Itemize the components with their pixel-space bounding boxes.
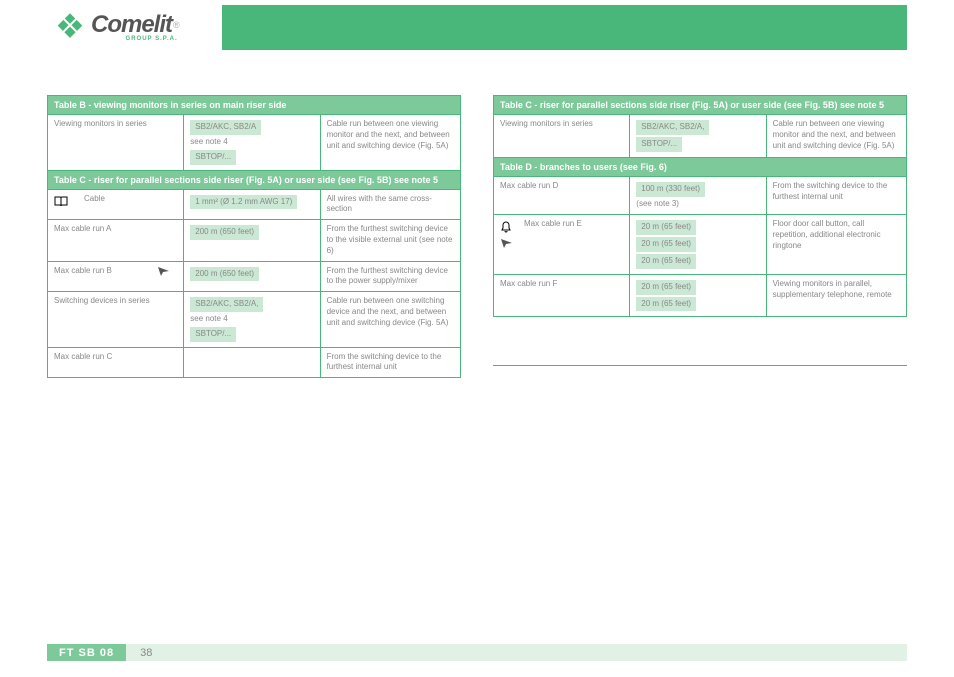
content: Table B - viewing monitors in series on … <box>47 95 907 637</box>
value-pill: 100 m (330 feet) <box>636 182 705 197</box>
footer-code: FT SB 08 <box>47 644 126 661</box>
section-head: Table C - riser for parallel sections si… <box>48 170 461 189</box>
row-value: 100 m (330 feet) (see note 3) <box>630 176 766 215</box>
row-label: Max cable run D <box>494 176 630 215</box>
value-extra: see note 4 <box>190 137 313 148</box>
cursor-icon <box>500 238 514 250</box>
page-number: 38 <box>126 647 152 659</box>
row-label: Viewing monitors in series <box>48 115 184 170</box>
table-row: Max cable run C From the switching devic… <box>48 347 461 378</box>
value-pill: SB2/AKC, SB2/A, <box>636 120 709 135</box>
logo-word: Comelit <box>91 11 172 38</box>
footer: FT SB 08 38 <box>47 644 907 661</box>
row-value: SB2/AKC, SB2/A, see note 4 SBTOP/... <box>184 292 320 347</box>
note-icon <box>54 194 78 208</box>
row-value: SB2/AKC, SB2/A see note 4 SBTOP/... <box>184 115 320 170</box>
icon-group <box>500 219 524 250</box>
logo-mark-icon <box>53 11 87 45</box>
value-pill: SB2/AKC, SB2/A <box>190 120 261 135</box>
table-row: Max cable run E 20 m (65 feet) 20 m (65 … <box>494 215 907 274</box>
left-column: Table B - viewing monitors in series on … <box>47 95 461 637</box>
value-extra: (see note 3) <box>636 199 759 210</box>
row-value: 20 m (65 feet) 20 m (65 feet) 20 m (65 f… <box>630 215 766 274</box>
row-label: Max cable run F <box>494 274 630 317</box>
value-pill: 200 m (650 feet) <box>190 267 259 282</box>
row-value <box>184 347 320 378</box>
row-value: 200 m (650 feet) <box>184 220 320 261</box>
section-head: Table D - branches to users (see Fig. 6) <box>494 157 907 176</box>
value-pill: SBTOP/... <box>190 327 236 342</box>
row-label: Cable <box>48 189 184 220</box>
value-pill: SB2/AKC, SB2/A, <box>190 297 263 312</box>
table-row: Cable 1 mm² (Ø 1.2 mm AWG 17) All wires … <box>48 189 461 220</box>
table-row: Switching devices in series SB2/AKC, SB2… <box>48 292 461 347</box>
logo-text: Comelit® GROUP S.P.A. <box>91 11 180 42</box>
table-row: Viewing monitors in series SB2/AKC, SB2/… <box>494 115 907 158</box>
value-extra: see note 4 <box>190 314 313 325</box>
table-row: Max cable run D 100 m (330 feet) (see no… <box>494 176 907 215</box>
value-pill: 20 m (65 feet) <box>636 220 696 235</box>
row-desc: Cable run between one viewing monitor an… <box>766 115 906 158</box>
row-desc: Cable run between one viewing monitor an… <box>320 115 460 170</box>
row-desc: Cable run between one switching device a… <box>320 292 460 347</box>
value-pill: 20 m (65 feet) <box>636 237 696 252</box>
value-pill: SBTOP/... <box>190 150 236 165</box>
value-pill: 20 m (65 feet) <box>636 297 696 312</box>
value-pill: SBTOP/... <box>636 137 682 152</box>
row-desc: From the switching device to the furthes… <box>320 347 460 378</box>
row-desc: From the switching device to the furthes… <box>766 176 906 215</box>
row-label: Max cable run A <box>48 220 184 261</box>
logo: Comelit® GROUP S.P.A. <box>47 4 222 52</box>
row-label: Max cable run E <box>494 215 630 274</box>
value-pill: 200 m (650 feet) <box>190 225 259 240</box>
row-value: 20 m (65 feet) 20 m (65 feet) <box>630 274 766 317</box>
row-desc: From the furthest switching device to th… <box>320 261 460 292</box>
section-title: Table B - viewing monitors in series on … <box>48 96 461 115</box>
table-left: Table B - viewing monitors in series on … <box>47 95 461 378</box>
row-desc: All wires with the same cross-section <box>320 189 460 220</box>
section-head: Table C - riser for parallel sections si… <box>494 96 907 115</box>
row-value: 200 m (650 feet) <box>184 261 320 292</box>
separator <box>493 365 907 366</box>
registered-icon: ® <box>173 20 180 30</box>
value-pill: 20 m (65 feet) <box>636 280 696 295</box>
row-desc: From the furthest switching device to th… <box>320 220 460 261</box>
row-desc: Floor door call button, call repetition,… <box>766 215 906 274</box>
row-label: Max cable run B <box>48 261 184 292</box>
table-row: Max cable run A 200 m (650 feet) From th… <box>48 220 461 261</box>
row-label-text: Max cable run B <box>54 266 157 277</box>
row-label-text: Max cable run E <box>524 219 623 230</box>
table-row: Viewing monitors in series SB2/AKC, SB2/… <box>48 115 461 170</box>
right-column: Table C - riser for parallel sections si… <box>493 95 907 637</box>
row-label: Viewing monitors in series <box>494 115 630 158</box>
section-title: Table C - riser for parallel sections si… <box>494 96 907 115</box>
row-value: SB2/AKC, SB2/A, SBTOP/... <box>630 115 766 158</box>
table-row: Max cable run B 200 m (650 feet) From th… <box>48 261 461 292</box>
section-title: Table C - riser for parallel sections si… <box>48 170 461 189</box>
value-pill: 20 m (65 feet) <box>636 254 696 269</box>
table-right: Table C - riser for parallel sections si… <box>493 95 907 317</box>
row-desc: Viewing monitors in parallel, supplement… <box>766 274 906 317</box>
table-row: Max cable run F 20 m (65 feet) 20 m (65 … <box>494 274 907 317</box>
value-pill: 1 mm² (Ø 1.2 mm AWG 17) <box>190 195 297 210</box>
row-label: Max cable run C <box>48 347 184 378</box>
section-title: Table D - branches to users (see Fig. 6) <box>494 157 907 176</box>
row-value: 1 mm² (Ø 1.2 mm AWG 17) <box>184 189 320 220</box>
cursor-icon <box>157 266 171 278</box>
row-label-text: Cable <box>84 194 177 205</box>
bell-icon <box>500 221 512 234</box>
section-head: Table B - viewing monitors in series on … <box>48 96 461 115</box>
row-label: Switching devices in series <box>48 292 184 347</box>
